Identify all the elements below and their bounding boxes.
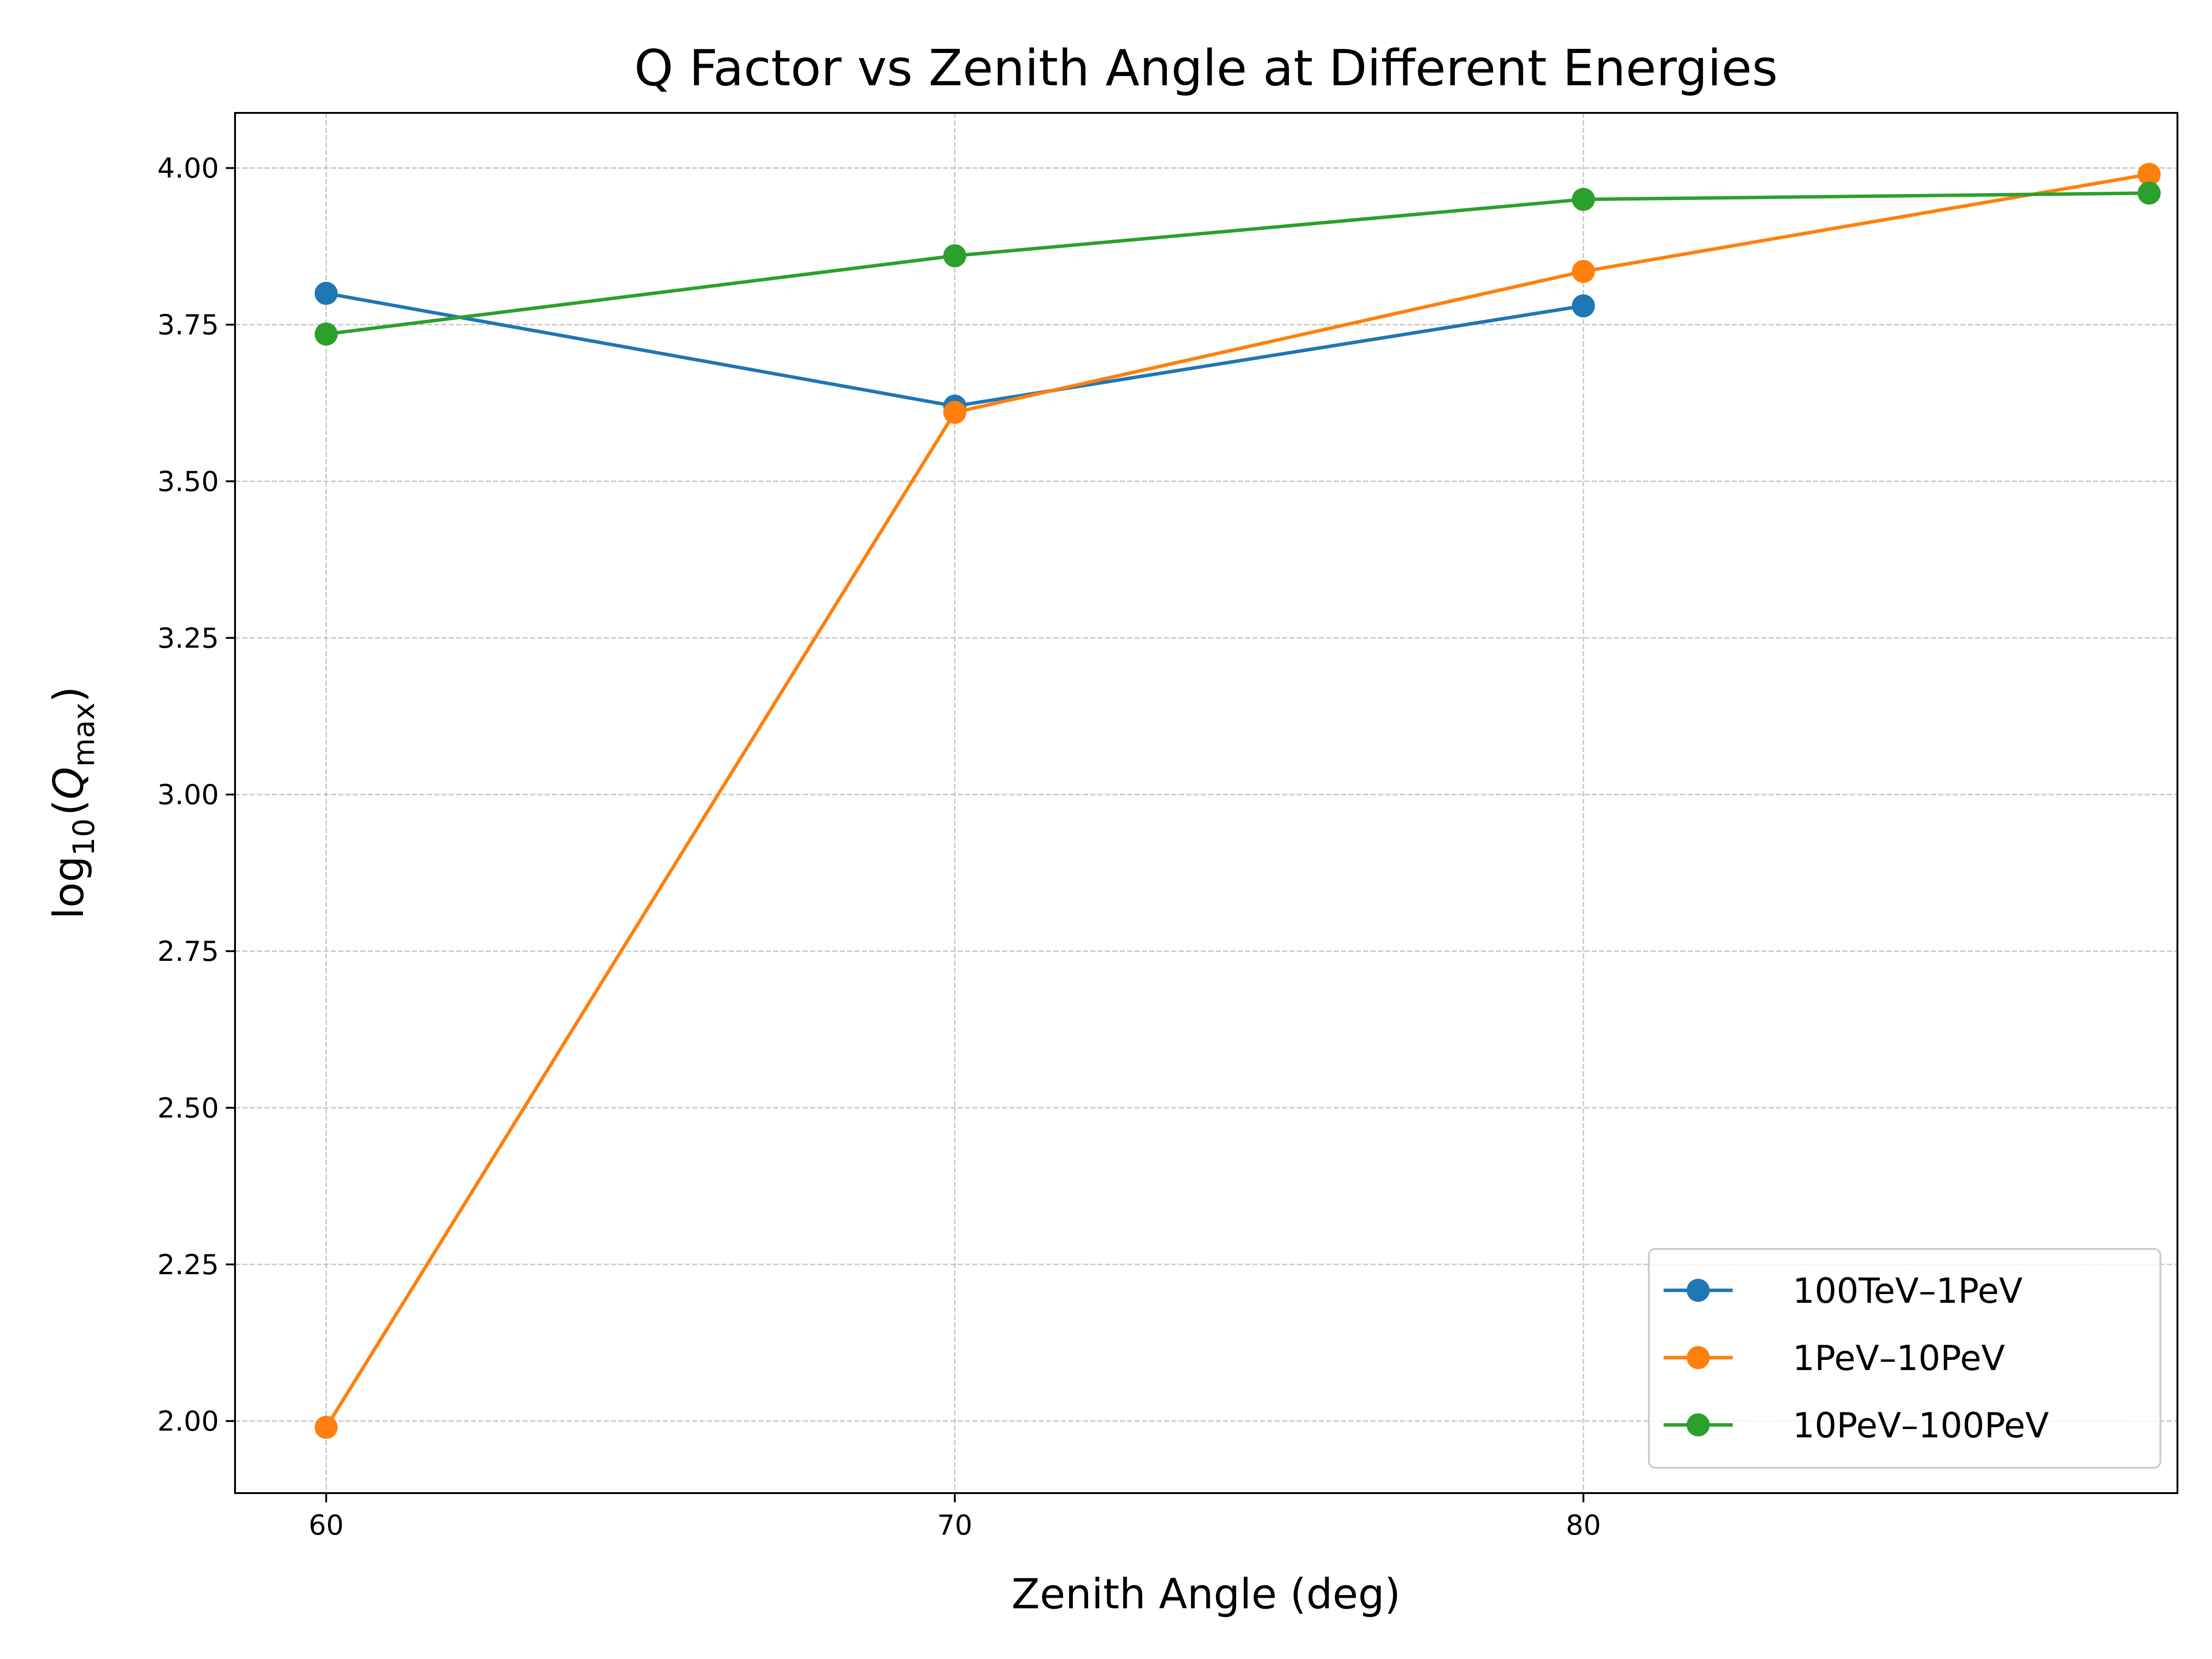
y-tick-label: 4.00 (157, 153, 219, 185)
series-2 (314, 163, 2161, 1439)
legend-item-1: 100TeV–1PeV (1664, 1271, 2023, 1311)
y-tick-label: 2.50 (157, 1092, 219, 1124)
legend-label: 100TeV–1PeV (1793, 1271, 2023, 1311)
y-tick-label: 2.00 (157, 1406, 219, 1438)
y-tick-label: 2.25 (157, 1249, 219, 1281)
y-axis-label-log: log (45, 856, 93, 919)
y-axis-label: log10 (Qmax) (45, 686, 101, 919)
legend-swatch-marker (1687, 1279, 1710, 1302)
y-axis-label-open-paren: ( (45, 800, 93, 816)
series-layer (314, 163, 2161, 1439)
data-point (1571, 294, 1595, 318)
series-line (324, 191, 2151, 336)
data-point (314, 1416, 338, 1439)
chart-title: Q Factor vs Zenith Angle at Different En… (634, 40, 1778, 97)
legend-item-2: 1PeV–10PeV (1664, 1338, 2005, 1378)
data-point (2137, 163, 2161, 186)
data-point (2137, 182, 2161, 205)
data-point (314, 322, 338, 346)
series-line (324, 172, 2151, 1430)
legend-label: 10PeV–100PeV (1793, 1405, 2049, 1446)
y-tick-label: 3.50 (157, 465, 219, 498)
y-axis-label-variable: Q (45, 767, 93, 800)
data-point (943, 400, 966, 424)
legend-swatch-marker (1687, 1413, 1710, 1436)
plot-frame (234, 112, 2178, 1494)
x-tick-label: 80 (1566, 1509, 1601, 1541)
y-tick-label: 3.75 (157, 309, 219, 341)
legend-swatch-marker (1687, 1346, 1710, 1369)
y-axis-label-variable-subscript: max (67, 703, 101, 767)
y-axis-label-close-paren: ) (45, 686, 93, 702)
legend-label: 1PeV–10PeV (1793, 1338, 2005, 1378)
y-tick-label: 3.00 (157, 779, 219, 811)
legend-items: 100TeV–1PeV 1PeV–10PeV 10PeV–100PeV (1664, 1271, 2049, 1446)
x-tick-label: 70 (937, 1509, 972, 1541)
x-tick-label: 60 (309, 1509, 344, 1541)
data-point (1571, 259, 1595, 283)
y-axis-label-log-subscript: 10 (67, 818, 101, 856)
y-tick-label: 3.25 (157, 622, 219, 654)
legend-frame (1648, 1248, 2161, 1469)
x-axis-label: Zenith Angle (deg) (1012, 1570, 1401, 1618)
series-3 (314, 182, 2161, 346)
data-point (314, 282, 338, 305)
y-tick-label: 2.75 (157, 935, 219, 968)
data-point (1571, 188, 1595, 211)
data-point (943, 244, 966, 267)
legend: 100TeV–1PeV 1PeV–10PeV 10PeV–100PeV (1648, 1248, 2161, 1469)
ticks: 60 70 80 2.00 2.25 2.50 2.75 3.00 3.25 3.50 3.75 4.… (157, 153, 1601, 1541)
legend-item-3: 10PeV–100PeV (1664, 1405, 2049, 1446)
